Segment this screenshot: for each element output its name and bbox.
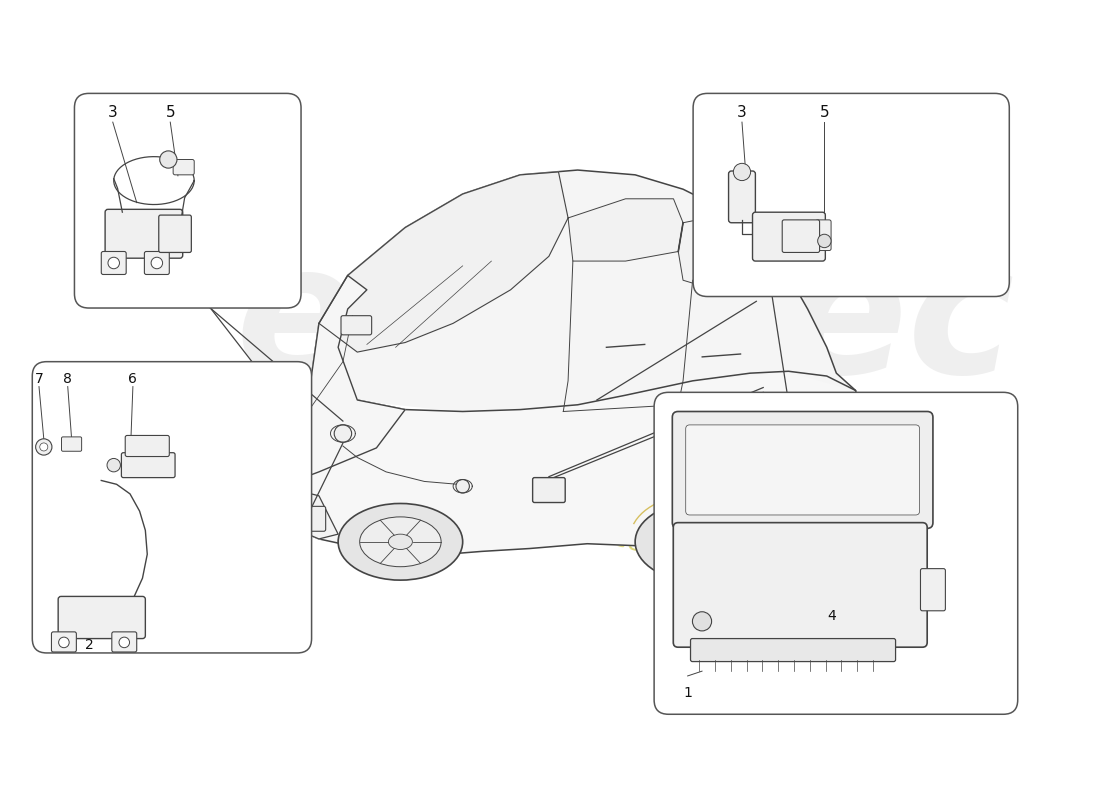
FancyBboxPatch shape [532,478,565,502]
Polygon shape [228,467,338,539]
FancyBboxPatch shape [782,220,820,253]
Ellipse shape [635,501,769,582]
FancyBboxPatch shape [921,569,945,610]
Circle shape [107,458,120,472]
Ellipse shape [658,515,746,569]
FancyBboxPatch shape [62,437,81,451]
Text: ψ: ψ [265,516,273,529]
FancyBboxPatch shape [101,251,127,274]
Ellipse shape [254,498,288,522]
Polygon shape [568,198,683,261]
Circle shape [119,637,130,648]
Text: 8: 8 [64,372,73,386]
Circle shape [817,234,832,248]
Text: 6: 6 [129,372,138,386]
Text: 4: 4 [827,609,836,622]
FancyBboxPatch shape [173,159,195,175]
Polygon shape [309,170,856,411]
Ellipse shape [689,534,716,550]
Polygon shape [679,213,789,294]
FancyBboxPatch shape [58,597,145,638]
FancyBboxPatch shape [654,392,1018,714]
FancyBboxPatch shape [752,212,825,261]
FancyBboxPatch shape [693,94,1010,297]
Circle shape [456,479,470,493]
Circle shape [692,612,712,631]
FancyBboxPatch shape [288,506,326,531]
Text: 5: 5 [165,105,175,120]
Ellipse shape [388,534,412,550]
FancyBboxPatch shape [112,632,136,652]
FancyBboxPatch shape [341,316,372,335]
Circle shape [151,258,163,269]
FancyBboxPatch shape [144,251,169,274]
FancyBboxPatch shape [32,362,311,653]
Circle shape [108,258,120,269]
Text: 3: 3 [108,105,118,120]
Ellipse shape [360,517,441,566]
Circle shape [160,151,177,168]
Polygon shape [213,371,865,555]
Circle shape [40,443,47,451]
FancyBboxPatch shape [728,171,756,222]
Ellipse shape [338,503,463,580]
FancyBboxPatch shape [672,411,933,528]
FancyBboxPatch shape [673,522,927,647]
Text: 5: 5 [820,105,829,120]
Text: a passion for parts since 1985: a passion for parts since 1985 [344,454,715,575]
FancyBboxPatch shape [158,215,191,253]
Circle shape [35,439,52,455]
FancyBboxPatch shape [229,482,256,502]
FancyBboxPatch shape [816,220,832,250]
FancyBboxPatch shape [106,210,183,258]
FancyBboxPatch shape [121,453,175,478]
Circle shape [283,412,298,426]
Circle shape [334,425,352,442]
FancyBboxPatch shape [691,638,895,662]
Text: 7: 7 [34,372,43,386]
Circle shape [785,436,801,450]
Text: 1: 1 [683,686,692,700]
Circle shape [58,637,69,648]
Text: eurotec: eurotec [235,235,1015,411]
Text: 2: 2 [86,638,95,652]
FancyBboxPatch shape [52,632,76,652]
Circle shape [734,163,750,181]
FancyBboxPatch shape [685,425,920,515]
Polygon shape [319,172,568,352]
Polygon shape [228,275,405,501]
FancyBboxPatch shape [125,435,169,457]
Text: 3: 3 [737,105,747,120]
FancyBboxPatch shape [75,94,301,308]
